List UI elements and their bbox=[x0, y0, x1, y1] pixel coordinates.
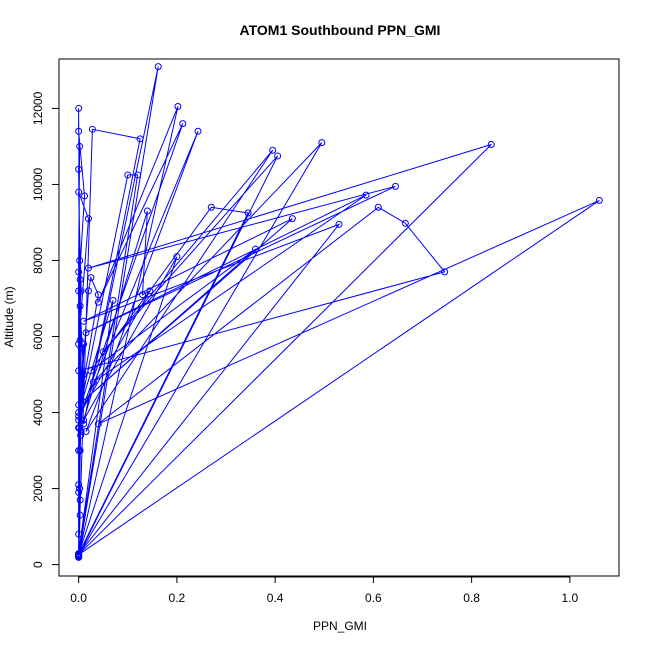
data-point bbox=[75, 409, 83, 417]
data-point bbox=[76, 511, 84, 519]
data-point bbox=[374, 203, 382, 211]
y-tick-label: 10000 bbox=[31, 167, 45, 201]
data-point bbox=[154, 63, 162, 71]
data-point bbox=[82, 428, 90, 436]
data-point bbox=[94, 298, 102, 306]
data-point bbox=[207, 203, 215, 211]
data-point bbox=[80, 371, 88, 379]
data-point bbox=[75, 188, 83, 196]
data-point bbox=[75, 412, 83, 420]
y-tick-label: 6000 bbox=[31, 323, 45, 350]
data-point bbox=[487, 141, 495, 149]
data-point bbox=[77, 431, 85, 439]
data-point bbox=[94, 291, 102, 299]
data-point bbox=[244, 209, 252, 217]
y-tick-label: 8000 bbox=[31, 247, 45, 274]
data-point bbox=[75, 447, 83, 455]
data-point bbox=[76, 485, 84, 493]
data-point bbox=[75, 340, 83, 348]
data-point bbox=[75, 481, 83, 489]
data-point bbox=[274, 152, 282, 160]
data-point bbox=[80, 416, 88, 424]
data-point bbox=[75, 268, 83, 276]
data-point bbox=[109, 296, 117, 304]
x-axis-label: PPN_GMI bbox=[313, 619, 367, 633]
x-axis: 0.0 0.2 0.4 0.6 0.8 1.0 bbox=[70, 576, 579, 605]
data-point bbox=[77, 287, 85, 295]
data-point bbox=[75, 488, 83, 496]
data-point bbox=[269, 146, 277, 154]
data-point bbox=[99, 348, 107, 356]
data-point bbox=[80, 340, 88, 348]
data-point bbox=[76, 336, 84, 344]
data-point bbox=[335, 220, 343, 228]
data-point bbox=[75, 127, 83, 135]
data-point bbox=[76, 302, 84, 310]
data-point bbox=[84, 215, 92, 223]
x-tick-label: 1.0 bbox=[562, 591, 579, 605]
data-point bbox=[75, 104, 83, 112]
data-point bbox=[288, 215, 296, 223]
data-point bbox=[94, 420, 102, 428]
data-point bbox=[251, 245, 259, 253]
x-tick-label: 0.0 bbox=[70, 591, 87, 605]
data-point bbox=[136, 135, 144, 143]
data-point bbox=[87, 367, 95, 375]
data-point bbox=[89, 378, 97, 386]
data-point bbox=[75, 416, 83, 424]
chart-title: ATOM1 Southbound PPN_GMI bbox=[240, 22, 441, 38]
data-point bbox=[441, 268, 449, 276]
y-tick-label: 12000 bbox=[31, 91, 45, 125]
data-point bbox=[76, 496, 84, 504]
data-point bbox=[124, 171, 132, 179]
data-point bbox=[80, 420, 88, 428]
x-tick-label: 0.4 bbox=[267, 591, 284, 605]
data-point bbox=[76, 142, 84, 150]
data-point bbox=[75, 287, 83, 295]
data-point bbox=[88, 125, 96, 133]
data-point bbox=[87, 274, 95, 282]
y-tick-label: 0 bbox=[31, 561, 45, 568]
data-point bbox=[75, 367, 83, 375]
data-point bbox=[173, 253, 181, 261]
x-tick-label: 0.6 bbox=[365, 591, 382, 605]
data-point bbox=[362, 191, 370, 199]
data-point bbox=[179, 120, 187, 128]
y-tick-label: 4000 bbox=[31, 399, 45, 426]
data-point bbox=[81, 192, 89, 200]
data-point bbox=[75, 165, 83, 173]
data-point bbox=[146, 287, 154, 295]
data-point bbox=[76, 275, 84, 283]
data-point bbox=[318, 139, 326, 147]
data-point bbox=[75, 401, 83, 409]
data-point bbox=[84, 287, 92, 295]
x-tick-label: 0.2 bbox=[169, 591, 186, 605]
y-axis: 0 2000 4000 6000 8000 10000 12000 bbox=[31, 91, 60, 568]
data-point bbox=[80, 317, 88, 325]
data-point bbox=[595, 196, 603, 204]
series-line bbox=[78, 66, 600, 558]
data-point bbox=[82, 329, 90, 337]
y-tick-label: 2000 bbox=[31, 475, 45, 502]
data-point bbox=[76, 256, 84, 264]
data-point bbox=[139, 291, 147, 299]
data-point bbox=[401, 219, 409, 227]
data-point bbox=[84, 264, 92, 272]
data-point bbox=[75, 530, 83, 538]
series-layer bbox=[75, 63, 603, 561]
data-point bbox=[75, 424, 83, 432]
data-point bbox=[194, 127, 202, 135]
data-point bbox=[391, 182, 399, 190]
y-axis-label: Altitude (m) bbox=[2, 286, 16, 347]
data-point bbox=[134, 171, 142, 179]
data-point bbox=[75, 550, 83, 558]
data-point bbox=[143, 207, 151, 215]
data-point bbox=[174, 103, 182, 111]
x-tick-label: 0.8 bbox=[463, 591, 480, 605]
